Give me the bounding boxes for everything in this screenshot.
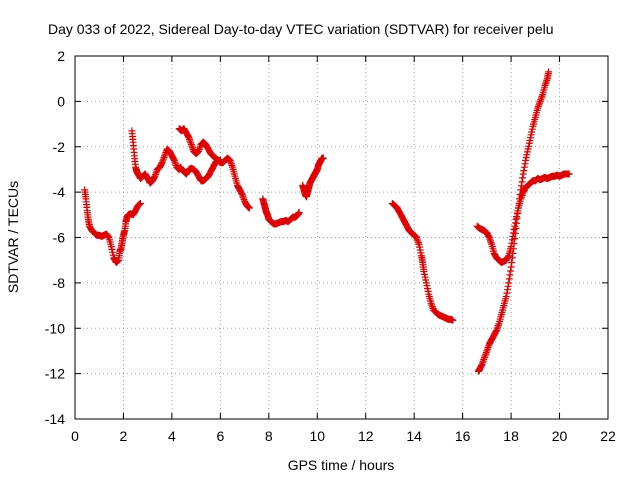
x-tick-label: 20 [552,428,568,444]
y-tick-label: -10 [45,320,65,336]
data-point [542,80,550,88]
x-tick-label: 6 [216,428,224,444]
data-point [245,204,253,212]
y-tick-label: -14 [45,411,65,427]
y-axis-label: SDTVAR / TECUs [5,181,21,293]
data-point [543,76,551,84]
x-tick-label: 16 [455,428,471,444]
y-tick-label: 2 [57,48,65,64]
x-tick-label: 12 [358,428,374,444]
y-tick-label: -8 [53,275,66,291]
data-point [536,99,544,107]
series-segment-6 [388,200,457,324]
data-point [534,103,542,110]
data-series [81,68,573,375]
data-point [545,68,553,76]
data-point [517,186,525,194]
x-tick-label: 0 [71,428,79,444]
data-point [449,316,457,324]
data-point [510,226,518,234]
data-point [565,170,573,178]
series-segment-2 [128,127,224,187]
x-tick-label: 14 [406,428,422,444]
chart-title: Day 033 of 2022, Sidereal Day-to-day VTE… [48,21,554,37]
x-tick-label: 2 [120,428,128,444]
data-point [519,174,527,182]
plot-frame [74,55,609,420]
data-point [520,167,528,175]
data-point [514,209,522,217]
data-point [507,263,515,271]
y-tick-label: -2 [53,139,66,155]
data-point [516,195,524,203]
series-segment-7 [473,170,573,266]
data-point [319,154,327,162]
grid [75,56,608,419]
x-tick-label: 4 [168,428,176,444]
axis-ticks: 0 2 4 6 8 10 12 14 16 18 20 22 -14 -12 -10 -8 -6 -4 -2 0 2 [45,48,616,444]
data-point [151,172,159,180]
data-point [510,240,518,248]
y-tick-label: 0 [57,93,65,109]
x-tick-label: 10 [309,428,325,444]
data-point [104,232,112,240]
series-segment-1 [81,186,144,266]
x-tick-label: 22 [600,428,616,444]
data-point [502,293,510,300]
series-segment-8 [474,68,553,375]
series-segment-4 [259,195,303,228]
y-tick-label: -4 [53,184,66,200]
y-tick-label: -12 [45,366,65,382]
x-tick-label: 18 [503,428,519,444]
data-point [481,352,489,360]
series-segment-3 [175,125,253,212]
y-tick-label: -6 [53,230,66,246]
data-point [428,301,436,309]
data-point [511,230,519,237]
data-point [295,209,303,216]
data-point [136,200,144,207]
data-point [537,96,545,104]
data-point [513,214,521,222]
series-segment-5 [299,154,327,201]
data-point [508,254,516,262]
x-tick-label: 8 [265,428,273,444]
x-axis-label: GPS time / hours [288,457,395,473]
